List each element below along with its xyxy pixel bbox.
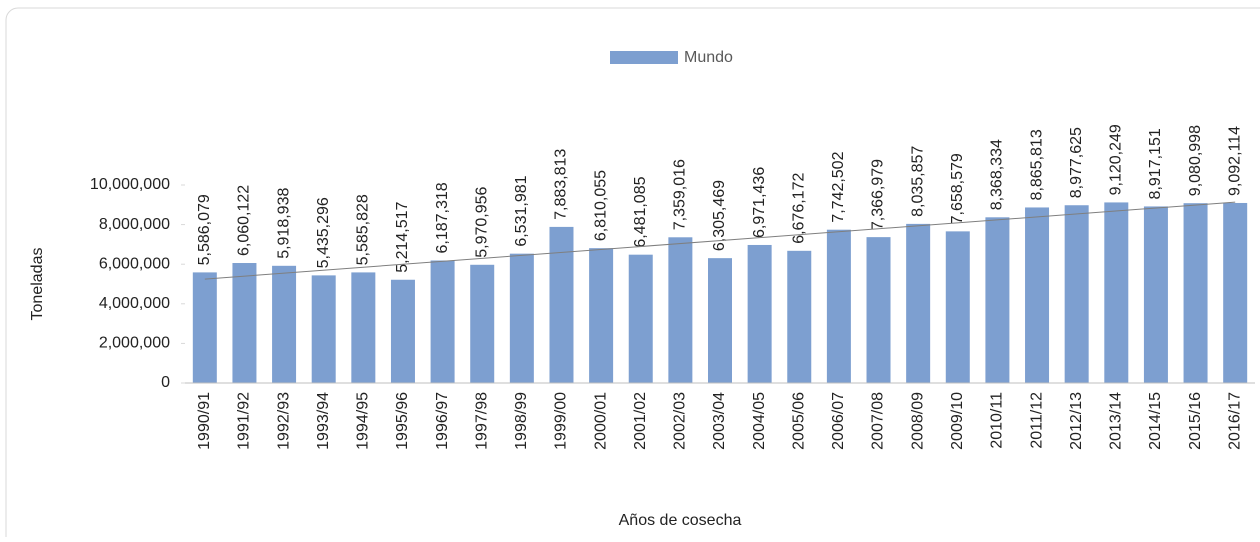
value-label: 7,883,813 — [553, 149, 570, 220]
bar — [311, 275, 336, 383]
x-tick-label: 2015/16 — [1187, 392, 1204, 450]
y-tick-label: 4,000,000 — [99, 295, 170, 312]
bar — [470, 264, 495, 383]
x-tick-label: 1992/93 — [275, 392, 292, 450]
bar — [1143, 206, 1168, 383]
y-tick-label: 6,000,000 — [99, 255, 170, 272]
x-tick-label: 2016/17 — [1226, 392, 1243, 450]
x-tick-label: 2010/11 — [989, 392, 1006, 449]
value-label: 8,035,857 — [909, 146, 926, 217]
y-axis-title: Toneladas — [29, 248, 46, 321]
x-tick-label: 1994/95 — [355, 392, 372, 450]
value-label: 6,305,469 — [711, 180, 728, 251]
bar — [272, 265, 297, 383]
x-tick-label: 1996/97 — [434, 392, 451, 450]
bar — [668, 237, 693, 383]
value-label: 7,359,016 — [672, 159, 689, 230]
value-label: 6,060,122 — [236, 185, 253, 256]
value-label: 5,918,938 — [275, 188, 292, 259]
x-tick-label: 1993/94 — [315, 392, 332, 450]
value-label: 9,080,998 — [1187, 125, 1204, 196]
value-label: 7,658,579 — [949, 153, 966, 224]
bar — [430, 260, 455, 383]
bar — [1183, 203, 1208, 383]
bar — [1064, 205, 1089, 383]
x-tick-label: 2007/08 — [870, 392, 887, 450]
value-label: 6,971,436 — [751, 167, 768, 238]
bar — [906, 223, 931, 383]
x-tick-label: 2012/13 — [1068, 392, 1085, 450]
y-tick-label: 0 — [161, 374, 170, 391]
legend-swatch — [610, 51, 678, 64]
value-label: 9,092,114 — [1226, 126, 1243, 196]
x-tick-label: 2005/06 — [790, 392, 807, 450]
x-tick-label: 2006/07 — [830, 392, 847, 450]
x-tick-label: 2000/01 — [592, 392, 609, 450]
x-tick-label: 1995/96 — [394, 392, 411, 450]
bar — [945, 231, 970, 383]
bar — [351, 272, 376, 383]
x-axis-title: Años de cosecha — [619, 512, 742, 529]
bar — [192, 272, 217, 383]
bar — [866, 237, 891, 383]
x-tick-label: 2002/03 — [672, 392, 689, 450]
x-tick-label: 2004/05 — [751, 392, 768, 450]
bar — [787, 250, 812, 383]
value-label: 6,676,172 — [790, 173, 807, 244]
bar — [1104, 202, 1129, 383]
value-label: 5,586,079 — [196, 194, 213, 265]
bar — [232, 263, 257, 383]
bar — [589, 248, 614, 383]
bar — [1223, 202, 1248, 383]
value-label: 8,977,625 — [1068, 127, 1085, 198]
x-tick-label: 2013/14 — [1108, 392, 1125, 450]
value-label: 9,120,249 — [1108, 124, 1125, 195]
bar — [628, 254, 653, 383]
x-tick-label: 2001/02 — [632, 392, 649, 450]
value-label: 6,187,318 — [434, 182, 451, 253]
value-label: 7,742,502 — [830, 151, 847, 222]
bar — [509, 253, 534, 383]
x-tick-label: 1999/00 — [553, 392, 570, 450]
x-tick-label: 2011/12 — [1028, 392, 1045, 449]
x-tick-label: 1997/98 — [473, 392, 490, 450]
value-label: 6,531,981 — [513, 175, 530, 246]
bar — [549, 226, 574, 383]
value-label: 8,865,813 — [1028, 129, 1045, 200]
bar — [826, 229, 851, 383]
value-label: 8,917,151 — [1147, 128, 1164, 199]
x-tick-label: 1998/99 — [513, 392, 530, 450]
y-tick-label: 8,000,000 — [99, 216, 170, 233]
value-label: 5,585,828 — [355, 194, 372, 265]
bar — [1025, 207, 1050, 383]
value-label: 5,970,956 — [473, 186, 490, 257]
x-tick-label: 1991/92 — [236, 392, 253, 450]
legend-label: Mundo — [684, 49, 733, 66]
bar — [390, 279, 415, 383]
x-tick-label: 2009/10 — [949, 392, 966, 450]
trendline — [204, 201, 1236, 280]
bar — [747, 244, 772, 383]
x-tick-label: 2014/15 — [1147, 392, 1164, 450]
value-label: 6,481,085 — [632, 176, 649, 247]
x-tick-label: 1990/91 — [196, 392, 213, 450]
value-label: 8,368,334 — [989, 139, 1006, 210]
x-tick-label: 2008/09 — [909, 392, 926, 450]
y-tick-label: 10,000,000 — [90, 176, 170, 193]
y-tick-label: 2,000,000 — [99, 335, 170, 352]
x-tick-label: 2003/04 — [711, 392, 728, 450]
bar — [708, 258, 732, 383]
value-label: 5,435,296 — [315, 197, 332, 268]
bar — [985, 217, 1010, 383]
value-label: 5,214,517 — [394, 201, 411, 272]
value-label: 6,810,055 — [592, 170, 609, 241]
value-label: 7,366,979 — [870, 159, 887, 230]
